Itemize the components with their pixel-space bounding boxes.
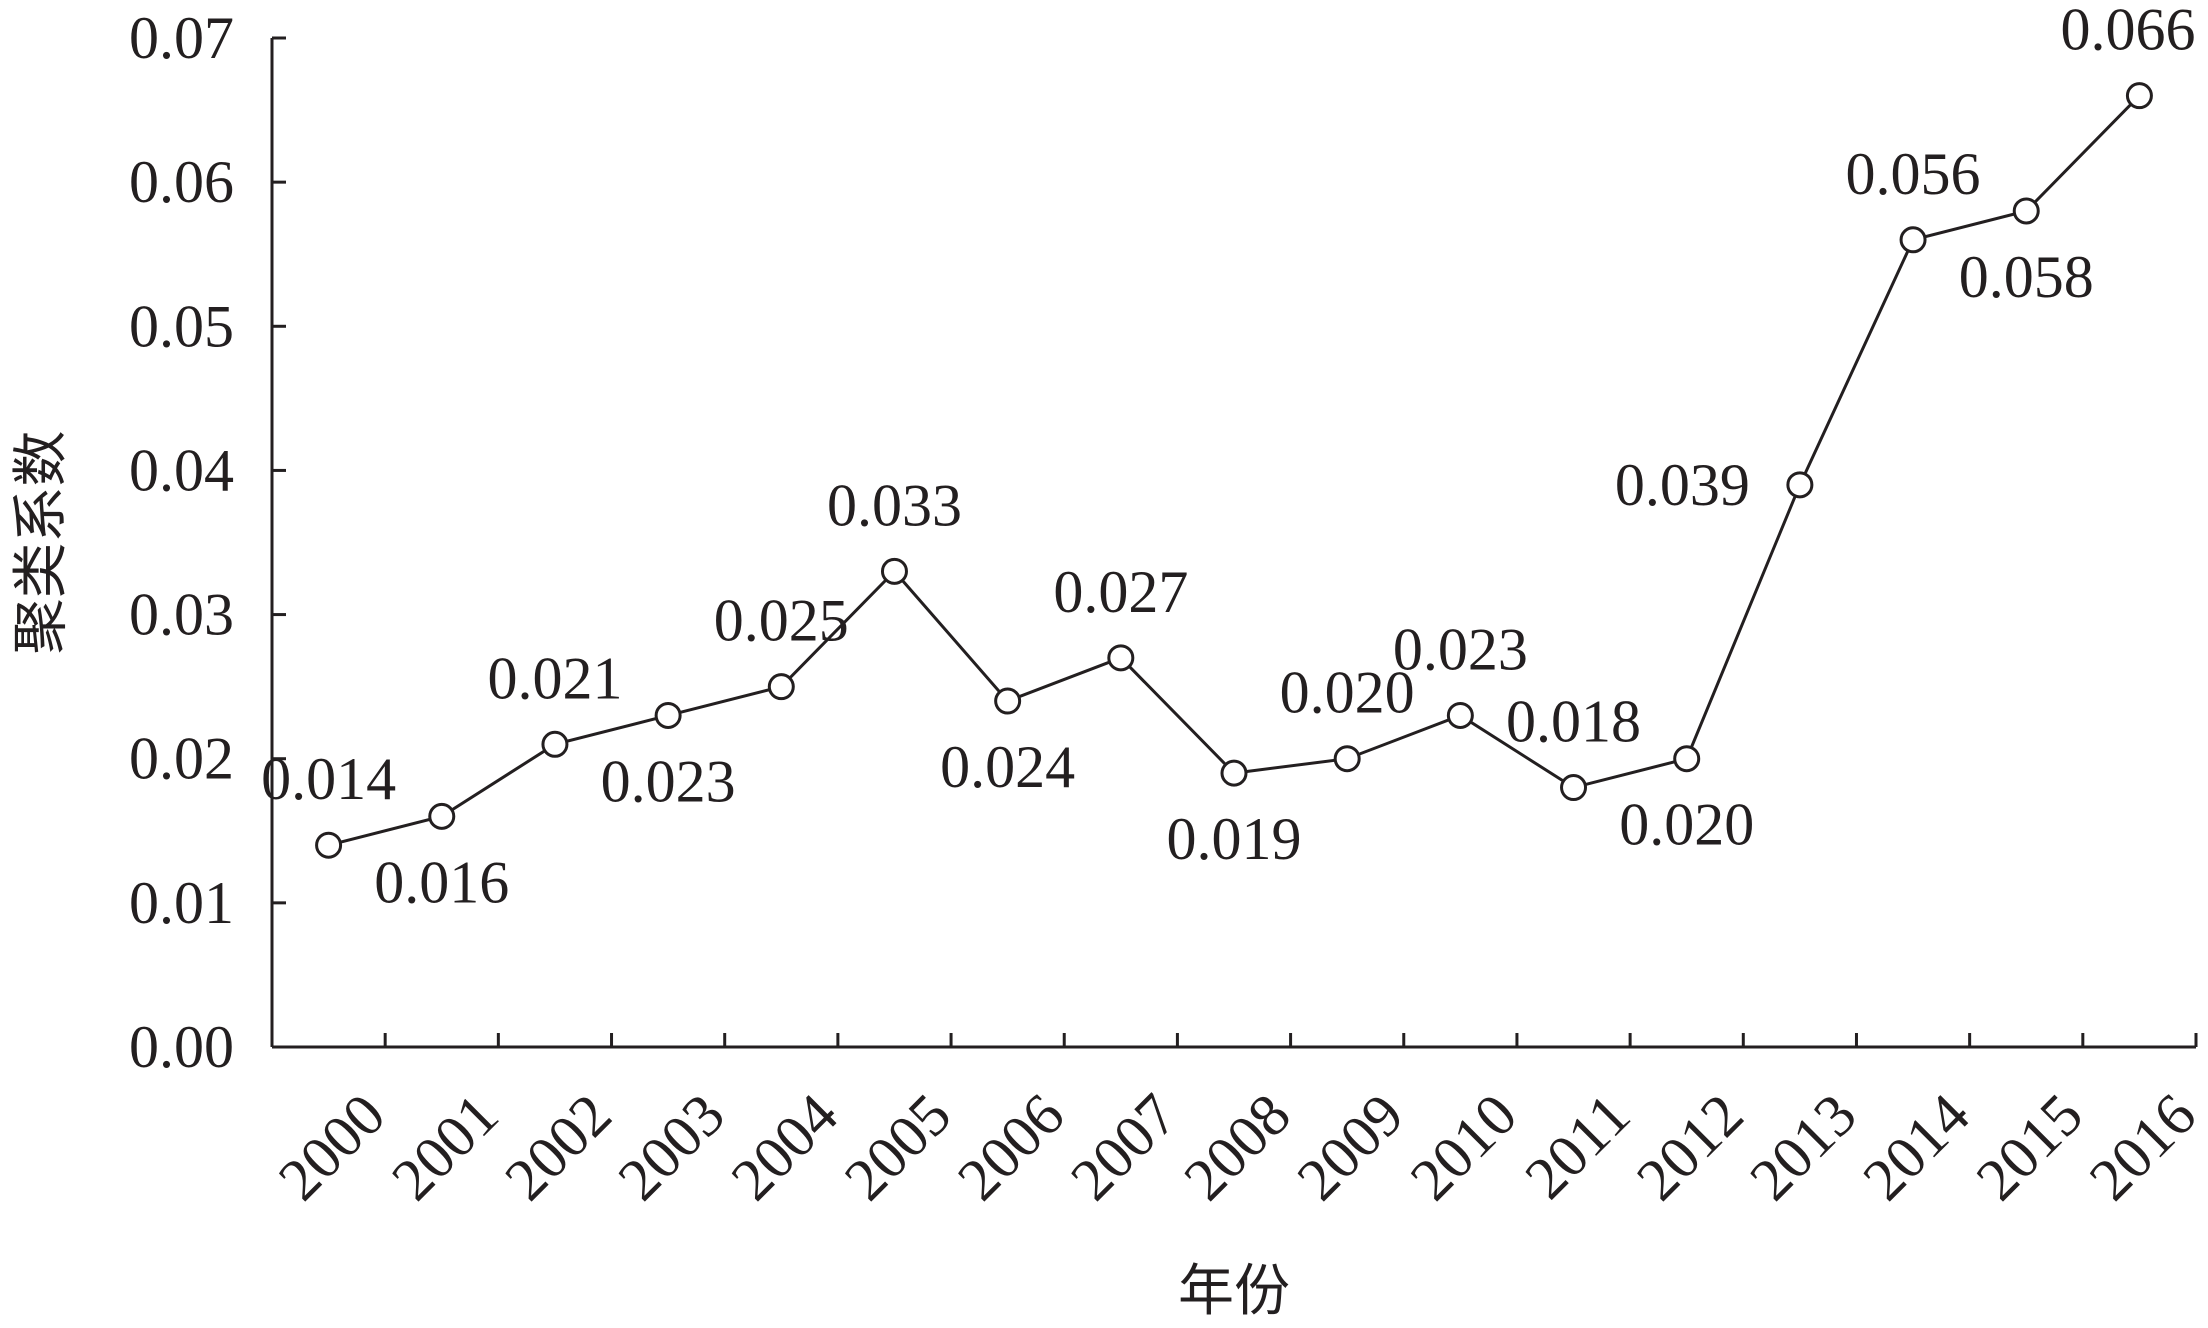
data-points (315, 82, 2153, 859)
x-tick-label: 2007 (1058, 1081, 1190, 1213)
x-tick-label: 2003 (605, 1081, 737, 1213)
data-point (428, 802, 456, 830)
data-label: 0.023 (1393, 616, 1528, 682)
x-tick-label: 2002 (492, 1081, 624, 1213)
x-tick-label: 2011 (1512, 1081, 1642, 1211)
data-point (1786, 471, 1814, 499)
data-label: 0.027 (1053, 559, 1188, 625)
data-label: 0.020 (1280, 660, 1415, 726)
series-line-group (328, 94, 2141, 847)
x-tick-label: 2001 (379, 1081, 511, 1213)
x-tick-label: 2012 (1624, 1081, 1756, 1213)
data-label: 0.021 (487, 645, 622, 711)
data-point (880, 557, 908, 585)
data-point (1446, 701, 1474, 729)
y-tick-label: 0.00 (129, 1014, 234, 1080)
y-tick-label: 0.06 (129, 149, 234, 215)
data-point (767, 673, 795, 701)
data-label: 0.025 (714, 588, 849, 654)
data-labels: 0.014 0.016 0.021 0.023 0.025 0.033 0.024 0.027… (261, 0, 2195, 915)
y-tick-label: 0.01 (129, 870, 234, 936)
data-point (1107, 644, 1135, 672)
x-tick-label: 2014 (1850, 1081, 1982, 1213)
data-label: 0.016 (374, 849, 509, 915)
x-tick-label: 2008 (1171, 1081, 1303, 1213)
data-point (1333, 745, 1361, 773)
data-label: 0.019 (1167, 806, 1302, 872)
data-label: 0.020 (1619, 792, 1754, 858)
y-tick-label: 0.02 (129, 726, 234, 792)
data-point (2125, 82, 2153, 110)
data-label: 0.039 (1615, 452, 1750, 518)
x-tick-label: 2015 (1964, 1081, 2096, 1213)
x-tick-label: 2000 (266, 1081, 398, 1213)
axes (270, 38, 2196, 1049)
data-point (654, 701, 682, 729)
data-point (315, 831, 343, 859)
data-label: 0.023 (601, 748, 736, 814)
x-tick-label: 2006 (945, 1081, 1077, 1213)
data-label: 0.066 (2061, 0, 2196, 63)
data-point (994, 687, 1022, 715)
x-tick-label: 2005 (832, 1081, 964, 1213)
data-label: 0.056 (1846, 141, 1981, 207)
series-line (328, 94, 2141, 847)
y-tick-label: 0.05 (129, 293, 234, 359)
x-tick-label: 2016 (2077, 1081, 2208, 1213)
data-label: 0.024 (940, 734, 1075, 800)
data-point (1673, 745, 1701, 773)
y-axis-title: 聚类系数 (9, 431, 74, 655)
data-label: 0.018 (1506, 689, 1641, 755)
data-point (2012, 197, 2040, 225)
x-tick-label: 2010 (1398, 1081, 1530, 1213)
x-tick-label: 2004 (719, 1081, 851, 1213)
data-label: 0.058 (1959, 244, 2094, 310)
data-point (1899, 226, 1927, 254)
data-point (1220, 759, 1248, 787)
x-tick-label: 2013 (1737, 1081, 1869, 1213)
x-axis-title: 年份 (1178, 1259, 1290, 1324)
y-tick-label: 0.07 (129, 5, 234, 71)
data-point (541, 730, 569, 758)
x-tick-label: 2009 (1285, 1081, 1417, 1213)
data-label: 0.033 (827, 472, 962, 538)
y-tick-label: 0.04 (129, 437, 234, 503)
data-label: 0.014 (261, 746, 396, 812)
y-tick-label: 0.03 (129, 582, 234, 648)
data-point (1560, 774, 1588, 802)
